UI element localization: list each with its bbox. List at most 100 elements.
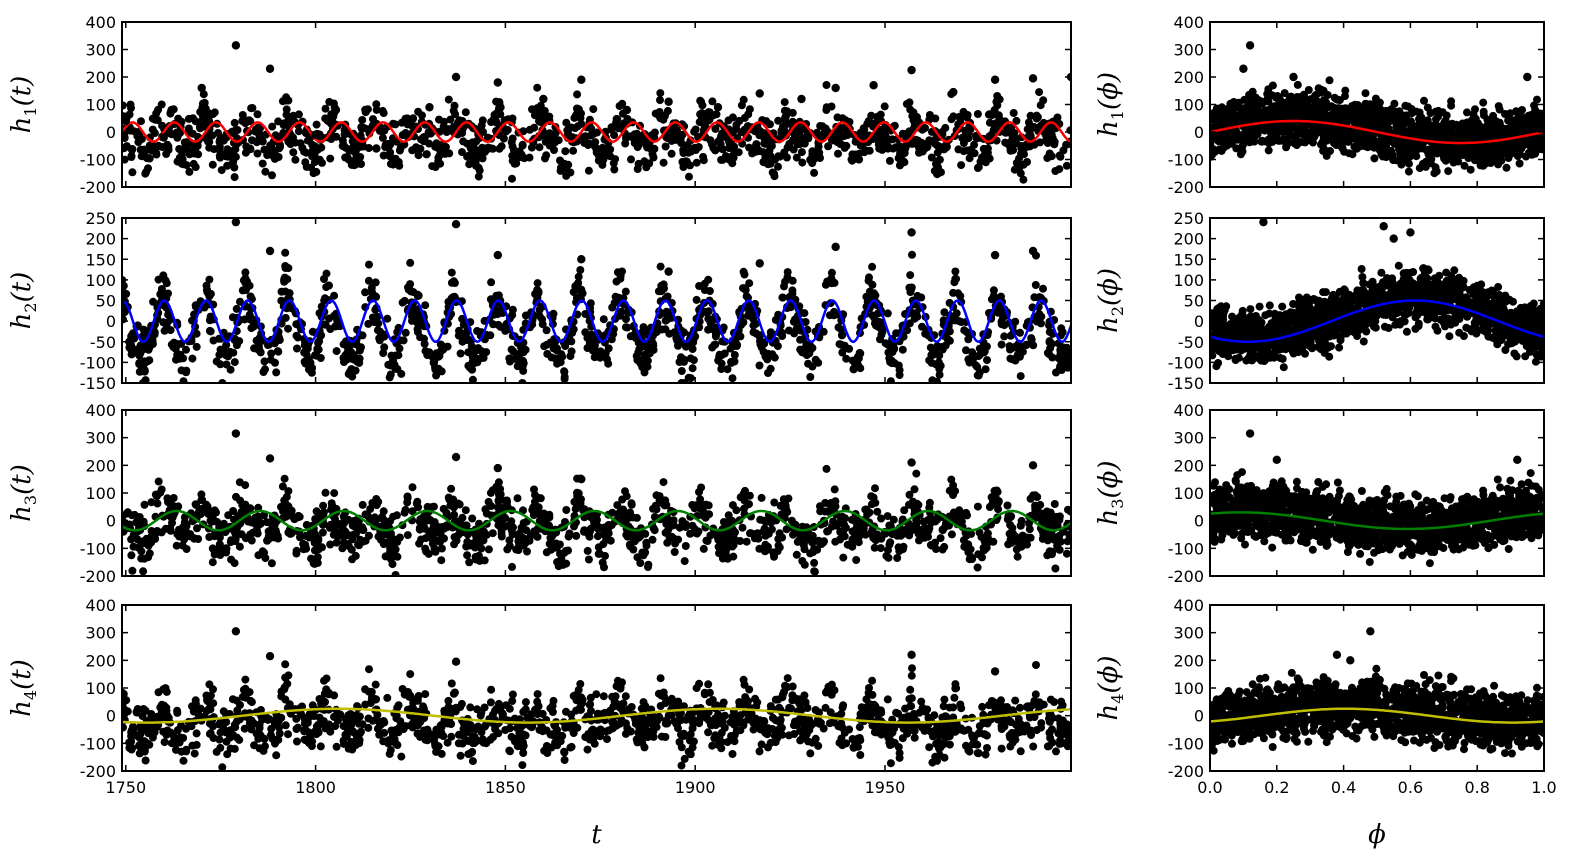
cloud-point bbox=[877, 330, 886, 339]
cloud-point bbox=[447, 268, 456, 277]
cloud-point bbox=[621, 323, 630, 332]
cloud-point bbox=[868, 262, 877, 271]
cloud-point bbox=[1037, 319, 1045, 328]
cloud-point bbox=[222, 360, 231, 369]
cloud-point bbox=[556, 166, 565, 175]
cloud-point bbox=[963, 113, 971, 122]
cloud-point bbox=[875, 137, 884, 146]
cloud-point bbox=[1006, 345, 1014, 354]
cloud-point bbox=[661, 142, 670, 151]
cloud-point bbox=[1383, 121, 1391, 130]
cloud-point bbox=[1227, 131, 1236, 140]
cloud-point bbox=[1222, 111, 1231, 119]
cloud-point bbox=[1441, 116, 1450, 125]
point-cloud bbox=[1210, 76, 1544, 178]
cloud-point bbox=[1250, 137, 1259, 146]
cloud-point bbox=[983, 356, 991, 365]
cloud-point bbox=[1463, 108, 1471, 117]
cloud-point bbox=[184, 114, 193, 123]
cloud-point bbox=[303, 344, 312, 353]
cloud-point bbox=[1449, 121, 1457, 130]
cloud-point bbox=[684, 148, 693, 157]
cloud-point bbox=[797, 148, 806, 157]
cloud-point bbox=[892, 329, 901, 338]
cloud-point bbox=[145, 342, 153, 351]
cloud-point bbox=[162, 320, 171, 329]
cloud-point bbox=[989, 292, 998, 301]
cloud-point bbox=[584, 166, 593, 175]
cloud-point bbox=[626, 332, 635, 341]
cloud-point bbox=[1481, 159, 1490, 168]
data-point bbox=[990, 250, 1000, 260]
cloud-point bbox=[730, 142, 739, 151]
cloud-point bbox=[196, 124, 205, 133]
cloud-point bbox=[200, 98, 209, 107]
cloud-point bbox=[1299, 103, 1308, 112]
cloud-point bbox=[1031, 281, 1040, 289]
cloud-point bbox=[589, 105, 598, 114]
cloud-point bbox=[798, 158, 807, 167]
y-tick-label: -100 bbox=[80, 151, 116, 170]
cloud-point bbox=[627, 155, 635, 164]
cloud-point bbox=[467, 342, 476, 351]
cloud-point bbox=[308, 140, 317, 149]
fit-curve bbox=[122, 121, 1071, 143]
cloud-point bbox=[472, 161, 480, 170]
cloud-point bbox=[1466, 165, 1475, 174]
cloud-point bbox=[432, 139, 441, 148]
cloud-point bbox=[387, 351, 396, 360]
cloud-point bbox=[1029, 122, 1038, 131]
cloud-point bbox=[1042, 131, 1050, 140]
cloud-point bbox=[184, 337, 193, 346]
cloud-point bbox=[317, 302, 326, 311]
cloud-point bbox=[810, 155, 819, 164]
cloud-point bbox=[868, 311, 877, 320]
cloud-point bbox=[316, 354, 325, 362]
y-tick-label: -100 bbox=[80, 353, 116, 372]
cloud-point bbox=[389, 119, 398, 128]
cloud-point bbox=[276, 143, 284, 152]
cloud-point bbox=[630, 139, 639, 147]
cloud-point bbox=[566, 352, 575, 361]
cloud-point bbox=[517, 153, 526, 162]
cloud-point bbox=[691, 146, 700, 154]
cloud-point bbox=[494, 110, 503, 119]
cloud-point bbox=[973, 164, 982, 172]
cloud-point bbox=[530, 123, 539, 132]
cloud-point bbox=[604, 344, 613, 353]
cloud-point bbox=[1362, 118, 1371, 127]
cloud-point bbox=[656, 262, 665, 271]
cloud-point bbox=[308, 327, 317, 336]
cloud-point bbox=[503, 125, 512, 134]
cloud-point bbox=[994, 111, 1003, 120]
cloud-point bbox=[414, 107, 423, 116]
cloud-point bbox=[801, 343, 810, 352]
cloud-point bbox=[674, 341, 682, 350]
cloud-point bbox=[420, 339, 429, 348]
cloud-point bbox=[574, 279, 583, 287]
cloud-point bbox=[943, 335, 952, 344]
cloud-point bbox=[1444, 167, 1453, 176]
cloud-point bbox=[562, 171, 571, 180]
cloud-point bbox=[386, 148, 395, 157]
cloud-point bbox=[1403, 139, 1412, 147]
cloud-point bbox=[1415, 115, 1423, 124]
cloud-point bbox=[594, 156, 603, 165]
cloud-point bbox=[1059, 352, 1068, 360]
cloud-point bbox=[140, 147, 149, 156]
cloud-point bbox=[136, 341, 145, 350]
cloud-point bbox=[1380, 322, 1389, 331]
cloud-point bbox=[1008, 355, 1017, 364]
cloud-point bbox=[960, 326, 969, 335]
cloud-point bbox=[700, 286, 709, 294]
data-point bbox=[664, 267, 673, 276]
cloud-point bbox=[122, 132, 129, 141]
cloud-point bbox=[376, 125, 385, 134]
cloud-point bbox=[363, 125, 372, 134]
cloud-point bbox=[788, 289, 797, 298]
cloud-point bbox=[135, 359, 144, 368]
cloud-point bbox=[894, 154, 903, 163]
cloud-point bbox=[810, 168, 819, 177]
cloud-point bbox=[1479, 144, 1488, 153]
